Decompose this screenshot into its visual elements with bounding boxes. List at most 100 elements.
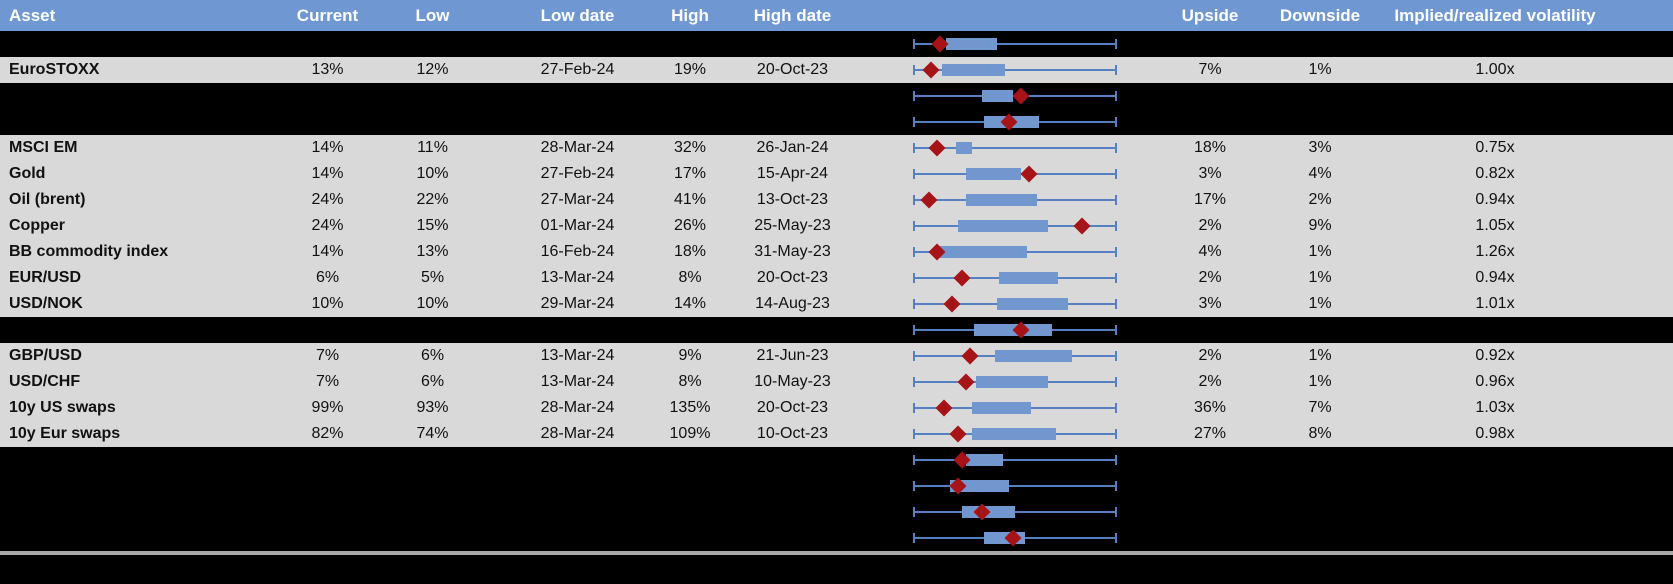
- cell-asset[interactable]: GBP/USD: [9, 347, 82, 364]
- cell-low-date[interactable]: 27-Mar-24: [540, 191, 615, 208]
- cell-low[interactable]: 10%: [416, 165, 449, 182]
- cell-high[interactable]: 26%: [673, 217, 707, 234]
- cell-high-date[interactable]: 10-May-23: [754, 373, 831, 390]
- cell-high[interactable]: 14%: [673, 295, 707, 312]
- cell-current[interactable]: 13%: [311, 61, 344, 78]
- cell-low-date[interactable]: 27-Feb-24: [540, 165, 615, 182]
- cell-downside[interactable]: 8%: [1308, 425, 1332, 442]
- cell-high-date[interactable]: 21-Jun-23: [756, 347, 829, 364]
- cell-high[interactable]: 109%: [669, 425, 711, 442]
- cell-current[interactable]: 14%: [311, 165, 344, 182]
- cell-asset[interactable]: MSCI EM: [9, 139, 78, 156]
- cell-implied-realized-volatility[interactable]: 0.98x: [1475, 425, 1515, 442]
- cell-low-date[interactable]: 13-Mar-24: [540, 269, 615, 286]
- cell-implied-realized-volatility[interactable]: 0.75x: [1475, 139, 1515, 156]
- cell-downside[interactable]: 1%: [1308, 295, 1332, 312]
- cell-low-date[interactable]: 28-Mar-24: [540, 399, 615, 416]
- cell-low[interactable]: 74%: [416, 425, 449, 442]
- cell-current[interactable]: 7%: [315, 373, 340, 390]
- column-header-downside[interactable]: Downside: [1279, 5, 1361, 25]
- cell-upside[interactable]: 27%: [1193, 425, 1227, 442]
- cell-downside[interactable]: 1%: [1308, 269, 1332, 286]
- cell-downside[interactable]: 3%: [1308, 139, 1332, 156]
- column-header-asset[interactable]: Asset: [9, 5, 56, 25]
- cell-implied-realized-volatility[interactable]: 1.00x: [1475, 61, 1515, 78]
- cell-low[interactable]: 22%: [416, 191, 449, 208]
- cell-implied-realized-volatility[interactable]: 1.26x: [1475, 243, 1515, 260]
- cell-asset[interactable]: Oil (brent): [9, 191, 86, 208]
- cell-low-date[interactable]: 28-Mar-24: [540, 425, 615, 442]
- cell-upside[interactable]: 2%: [1198, 217, 1222, 234]
- cell-implied-realized-volatility[interactable]: 0.82x: [1475, 165, 1515, 182]
- cell-asset[interactable]: USD/CHF: [9, 373, 81, 390]
- cell-current[interactable]: 7%: [315, 347, 340, 364]
- cell-implied-realized-volatility[interactable]: 1.05x: [1475, 217, 1515, 234]
- column-header-high[interactable]: High: [671, 5, 709, 25]
- column-header-low[interactable]: Low: [415, 5, 450, 25]
- column-header-current[interactable]: Current: [296, 5, 359, 25]
- cell-upside[interactable]: 7%: [1198, 61, 1222, 78]
- cell-asset[interactable]: 10y US swaps: [9, 399, 116, 416]
- cell-asset[interactable]: Gold: [9, 165, 46, 182]
- cell-high[interactable]: 8%: [678, 269, 702, 286]
- cell-implied-realized-volatility[interactable]: 0.96x: [1475, 373, 1515, 390]
- cell-high-date[interactable]: 31-May-23: [754, 243, 831, 260]
- cell-current[interactable]: 14%: [311, 243, 344, 260]
- cell-upside[interactable]: 17%: [1193, 191, 1227, 208]
- cell-upside[interactable]: 4%: [1198, 243, 1222, 260]
- cell-high[interactable]: 17%: [673, 165, 707, 182]
- cell-downside[interactable]: 1%: [1308, 347, 1332, 364]
- cell-asset[interactable]: EuroSTOXX: [9, 61, 100, 78]
- cell-asset[interactable]: EUR/USD: [9, 269, 82, 286]
- cell-high[interactable]: 8%: [678, 373, 702, 390]
- cell-implied-realized-volatility[interactable]: 0.94x: [1475, 269, 1515, 286]
- cell-high-date[interactable]: 25-May-23: [754, 217, 831, 234]
- column-header-low-date[interactable]: Low date: [540, 5, 615, 25]
- cell-low[interactable]: 5%: [420, 269, 445, 286]
- cell-high-date[interactable]: 20-Oct-23: [756, 61, 829, 78]
- cell-current[interactable]: 6%: [315, 269, 340, 286]
- cell-downside[interactable]: 1%: [1308, 61, 1332, 78]
- cell-downside[interactable]: 2%: [1308, 191, 1332, 208]
- cell-upside[interactable]: 18%: [1193, 139, 1227, 156]
- cell-upside[interactable]: 2%: [1198, 347, 1222, 364]
- cell-high[interactable]: 18%: [673, 243, 707, 260]
- cell-low-date[interactable]: 13-Mar-24: [540, 347, 615, 364]
- cell-high-date[interactable]: 20-Oct-23: [756, 399, 829, 416]
- cell-high-date[interactable]: 26-Jan-24: [756, 139, 829, 156]
- cell-downside[interactable]: 9%: [1308, 217, 1332, 234]
- cell-downside[interactable]: 1%: [1308, 243, 1332, 260]
- cell-high[interactable]: 41%: [673, 191, 707, 208]
- cell-implied-realized-volatility[interactable]: 1.01x: [1475, 295, 1515, 312]
- cell-asset[interactable]: BB commodity index: [9, 243, 169, 260]
- cell-low[interactable]: 10%: [416, 295, 449, 312]
- cell-upside[interactable]: 2%: [1198, 269, 1222, 286]
- cell-implied-realized-volatility[interactable]: 0.92x: [1475, 347, 1515, 364]
- cell-upside[interactable]: 2%: [1198, 373, 1222, 390]
- cell-upside[interactable]: 3%: [1198, 295, 1222, 312]
- cell-low-date[interactable]: 28-Mar-24: [540, 139, 615, 156]
- cell-implied-realized-volatility[interactable]: 1.03x: [1475, 399, 1515, 416]
- cell-high[interactable]: 19%: [673, 61, 707, 78]
- cell-high-date[interactable]: 20-Oct-23: [756, 269, 829, 286]
- column-header-implied-realized-volatility[interactable]: Implied/realized volatility: [1394, 5, 1596, 25]
- cell-current[interactable]: 14%: [311, 139, 344, 156]
- cell-asset[interactable]: Copper: [9, 217, 65, 234]
- cell-low[interactable]: 6%: [420, 373, 445, 390]
- cell-upside[interactable]: 36%: [1193, 399, 1227, 416]
- cell-low[interactable]: 13%: [416, 243, 449, 260]
- cell-low-date[interactable]: 29-Mar-24: [540, 295, 615, 312]
- cell-downside[interactable]: 4%: [1308, 165, 1332, 182]
- cell-current[interactable]: 24%: [311, 217, 344, 234]
- cell-high[interactable]: 32%: [673, 139, 707, 156]
- cell-asset[interactable]: USD/NOK: [9, 295, 83, 312]
- cell-current[interactable]: 10%: [311, 295, 344, 312]
- cell-low-date[interactable]: 16-Feb-24: [540, 243, 615, 260]
- cell-current[interactable]: 24%: [311, 191, 344, 208]
- cell-low[interactable]: 93%: [416, 399, 449, 416]
- cell-high-date[interactable]: 13-Oct-23: [756, 191, 829, 208]
- cell-high[interactable]: 9%: [678, 347, 702, 364]
- column-header-high-date[interactable]: High date: [753, 5, 832, 25]
- cell-current[interactable]: 82%: [311, 425, 344, 442]
- cell-low[interactable]: 12%: [416, 61, 449, 78]
